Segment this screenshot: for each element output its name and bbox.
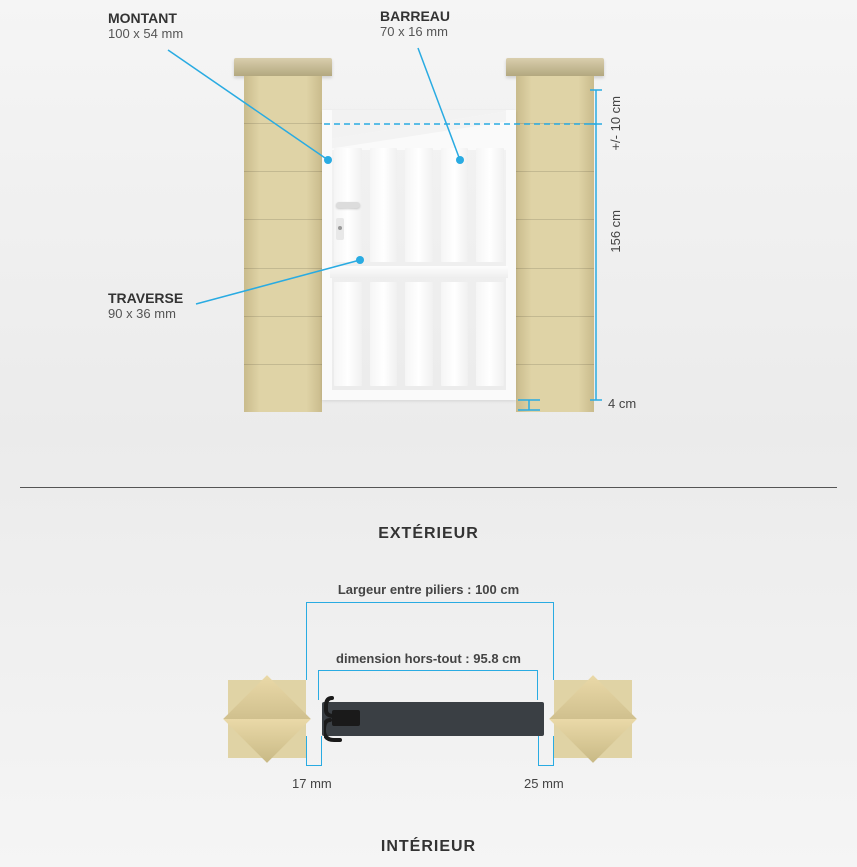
slat-row-bottom xyxy=(332,278,506,390)
height-label: 156 cm xyxy=(608,210,623,253)
barreau-dims: 70 x 16 mm xyxy=(380,24,450,39)
gate-traverse xyxy=(330,266,508,278)
left-pillar-top xyxy=(228,680,306,758)
gap-left-bracket xyxy=(306,736,322,766)
traverse-label: TRAVERSE 90 x 36 mm xyxy=(108,290,183,321)
right-pillar-top xyxy=(554,680,632,758)
tolerance-label: +/- 10 cm xyxy=(608,96,623,151)
gap-left: 17 mm xyxy=(292,776,332,791)
hinge-icon xyxy=(324,696,364,746)
overall-dimension: dimension hors-tout : 95.8 cm xyxy=(0,651,857,666)
interior-title: INTÉRIEUR xyxy=(0,838,857,856)
left-pillar xyxy=(244,58,322,412)
exterior-title: EXTÉRIEUR xyxy=(0,525,857,543)
outer-bracket xyxy=(306,602,554,680)
width-between-pillars: Largeur entre piliers : 100 cm xyxy=(0,582,857,597)
pillar-cap xyxy=(234,58,332,76)
traverse-title: TRAVERSE xyxy=(108,290,183,306)
pillar-cap xyxy=(506,58,604,76)
gate-lock xyxy=(336,218,344,240)
montant-dims: 100 x 54 mm xyxy=(108,26,183,41)
right-pillar xyxy=(516,58,594,412)
gap-right: 25 mm xyxy=(524,776,564,791)
barreau-title: BARREAU xyxy=(380,8,450,24)
clearance-label: 4 cm xyxy=(608,396,636,411)
gate-handle xyxy=(336,202,360,208)
gap-right-bracket xyxy=(538,736,554,766)
gate xyxy=(322,110,516,400)
montant-title: MONTANT xyxy=(108,10,183,26)
traverse-dims: 90 x 36 mm xyxy=(108,306,183,321)
gate-slats xyxy=(332,144,506,390)
montant-label: MONTANT 100 x 54 mm xyxy=(108,10,183,41)
pillar-body xyxy=(244,76,322,412)
barreau-label: BARREAU 70 x 16 mm xyxy=(380,8,450,39)
section-divider xyxy=(20,487,837,488)
pillar-body xyxy=(516,76,594,412)
